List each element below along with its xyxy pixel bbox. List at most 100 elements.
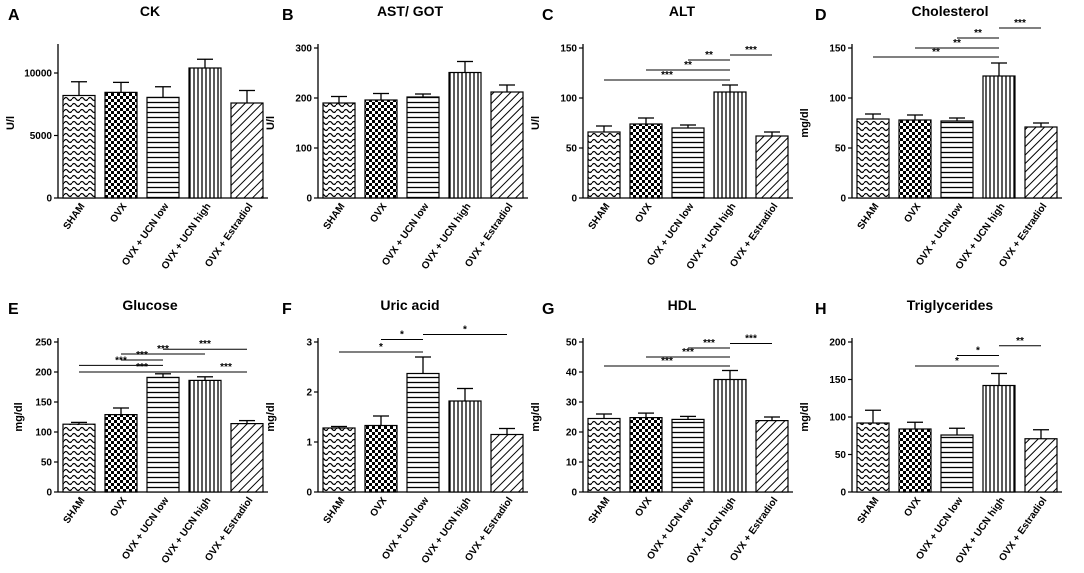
y-tick-label: 250 bbox=[35, 338, 52, 349]
x-tick-label: OVX + Estradiol bbox=[203, 495, 255, 563]
y-tick-label: 100 bbox=[295, 144, 312, 155]
significance-label: * bbox=[955, 356, 959, 367]
chart-title: Glucose bbox=[122, 297, 177, 313]
chart-title: Cholesterol bbox=[911, 3, 988, 19]
bar-4 bbox=[188, 379, 222, 493]
bar-1 bbox=[322, 102, 356, 199]
y-axis-label: mg/dl bbox=[799, 402, 811, 431]
y-tick-label: 200 bbox=[35, 368, 52, 379]
y-tick-label: 0 bbox=[571, 488, 577, 499]
significance-label: *** bbox=[661, 356, 673, 367]
y-tick-label: 50 bbox=[566, 338, 578, 349]
chart-title: HDL bbox=[668, 297, 697, 313]
y-tick-label: 200 bbox=[829, 338, 846, 349]
bar-5 bbox=[230, 102, 264, 199]
significance-label: * bbox=[463, 325, 467, 336]
bar-5 bbox=[1024, 438, 1058, 493]
bar-4 bbox=[713, 91, 747, 199]
significance-label: *** bbox=[661, 70, 673, 81]
panel-letter: B bbox=[282, 7, 294, 24]
bar-3 bbox=[940, 434, 974, 493]
y-tick-label: 50 bbox=[566, 144, 578, 155]
significance-label: ** bbox=[953, 38, 961, 49]
x-tick-label: OVX bbox=[633, 495, 654, 519]
y-tick-label: 100 bbox=[35, 428, 52, 439]
bar-2 bbox=[104, 91, 138, 199]
significance-label: *** bbox=[745, 334, 757, 345]
y-axis-label: mg/dl bbox=[530, 402, 542, 431]
x-tick-label: OVX bbox=[902, 201, 923, 225]
significance-label: *** bbox=[220, 362, 232, 373]
significance-label: ** bbox=[932, 47, 940, 58]
chart-title: Uric acid bbox=[380, 297, 439, 313]
bar-1 bbox=[587, 417, 621, 493]
x-tick-label: OVX + Estradiol bbox=[997, 495, 1049, 563]
significance-label: ** bbox=[974, 28, 982, 39]
bar-1 bbox=[856, 118, 890, 199]
significance-label: *** bbox=[115, 355, 127, 366]
bar-3 bbox=[146, 96, 180, 199]
bar-2 bbox=[364, 424, 398, 493]
significance-label: * bbox=[379, 342, 383, 353]
bar-3 bbox=[406, 96, 440, 199]
x-tick-label: OVX bbox=[108, 495, 129, 519]
y-tick-label: 10000 bbox=[24, 69, 52, 80]
y-axis-label: mg/dl bbox=[13, 402, 25, 431]
panel-letter: H bbox=[815, 301, 827, 318]
bar-4 bbox=[982, 75, 1016, 199]
bar-2 bbox=[104, 414, 138, 493]
chart-title: Triglycerides bbox=[907, 297, 994, 313]
x-tick-label: OVX bbox=[108, 201, 129, 225]
bar-5 bbox=[490, 433, 524, 493]
y-tick-label: 150 bbox=[829, 375, 846, 386]
y-tick-label: 0 bbox=[840, 194, 846, 205]
y-axis-label: U/l bbox=[5, 116, 17, 130]
y-tick-label: 200 bbox=[295, 94, 312, 105]
chart-title: CK bbox=[140, 3, 160, 19]
y-tick-label: 150 bbox=[829, 44, 846, 55]
y-tick-label: 100 bbox=[829, 413, 846, 424]
x-tick-label: SHAM bbox=[587, 495, 613, 525]
panel-e: E Glucose mg/dl 0 50 100 150 200 250 SHAM OVX OVX +… bbox=[8, 297, 268, 566]
x-tick-label: SHAM bbox=[62, 495, 88, 525]
panel-letter: A bbox=[8, 7, 20, 24]
significance-label: ** bbox=[705, 50, 713, 61]
panel-h: H Triglycerides mg/dl 0 50 100 150 200 SHAM OVX OV… bbox=[799, 297, 1062, 566]
bar-5 bbox=[1024, 126, 1058, 199]
x-tick-label: OVX bbox=[368, 495, 389, 519]
bar-3 bbox=[940, 120, 974, 199]
y-tick-label: 100 bbox=[829, 94, 846, 105]
bar-3 bbox=[671, 127, 705, 199]
y-tick-label: 0 bbox=[840, 488, 846, 499]
y-tick-label: 5000 bbox=[30, 131, 53, 142]
significance-label: *** bbox=[136, 362, 148, 373]
x-tick-label: OVX bbox=[902, 495, 923, 519]
y-axis-label: mg/dl bbox=[265, 402, 277, 431]
y-axis-label: mg/dl bbox=[799, 108, 811, 137]
significance-label: * bbox=[976, 346, 980, 357]
x-tick-label: OVX + Estradiol bbox=[463, 495, 515, 563]
x-tick-label: SHAM bbox=[62, 201, 88, 231]
x-tick-label: OVX bbox=[633, 201, 654, 225]
y-tick-label: 300 bbox=[295, 44, 312, 55]
chart-title: AST/ GOT bbox=[377, 3, 444, 19]
significance-label: *** bbox=[199, 339, 211, 350]
bar-2 bbox=[898, 119, 932, 199]
y-tick-label: 50 bbox=[41, 458, 53, 469]
y-tick-label: 100 bbox=[560, 94, 577, 105]
x-tick-label: SHAM bbox=[322, 201, 348, 231]
bar-5 bbox=[755, 135, 789, 199]
bar-1 bbox=[587, 131, 621, 199]
significance-label: ** bbox=[684, 60, 692, 71]
x-tick-label: OVX bbox=[368, 201, 389, 225]
y-tick-label: 50 bbox=[835, 450, 847, 461]
x-tick-label: SHAM bbox=[587, 201, 613, 231]
significance-label: *** bbox=[682, 347, 694, 358]
bar-1 bbox=[322, 427, 356, 493]
bar-2 bbox=[629, 417, 663, 493]
